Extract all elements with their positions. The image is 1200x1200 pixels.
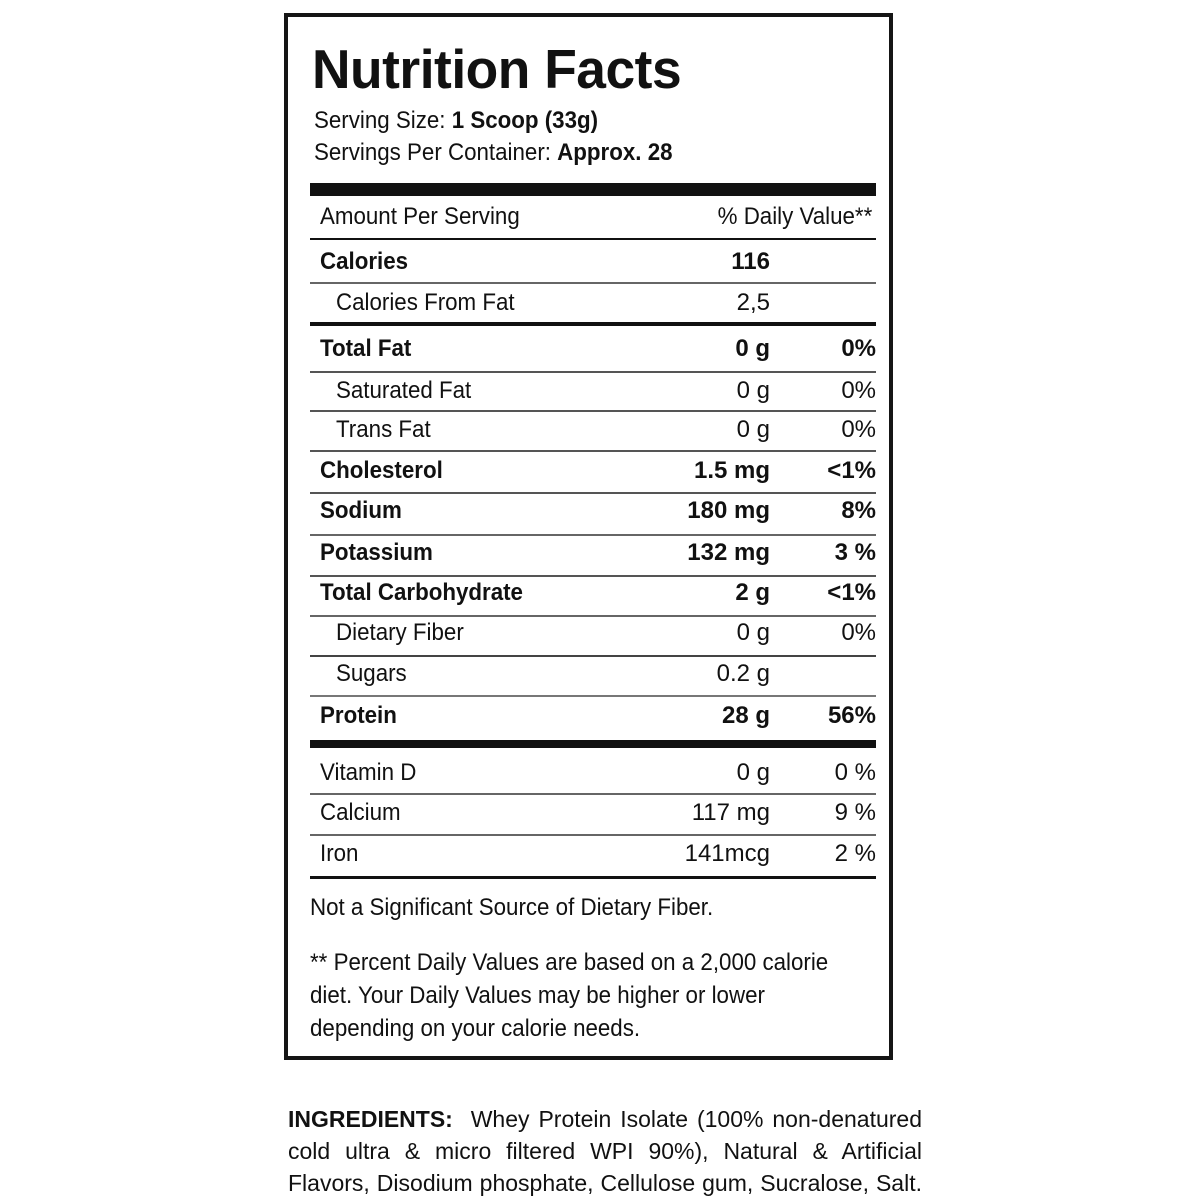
daily-value-footnote: ** Percent Daily Values are based on a 2… [310, 949, 829, 1042]
serving-size-label: Serving Size: [314, 107, 446, 134]
nutrient-name: Iron [320, 840, 359, 867]
nutrient-dv: 0% [841, 377, 876, 404]
divider [310, 695, 876, 697]
row-total-fat: Total Fat 0 g 0% [310, 329, 876, 369]
nutrient-name: Saturated Fat [336, 377, 472, 404]
nutrient-name: Sodium [320, 497, 402, 524]
nutrient-amount: 116 [731, 248, 770, 275]
ingredients-text: Whey Protein Isolate (100% non-denatured… [288, 1106, 922, 1196]
nutrient-name: Total Fat [320, 335, 412, 362]
divider [310, 410, 876, 412]
nutrient-name: Calcium [320, 799, 401, 826]
nutrient-dv: 0% [841, 335, 876, 362]
servings-per-container-value: Approx. 28 [557, 139, 673, 166]
row-sugars: Sugars 0.2 g [310, 654, 876, 694]
row-total-carbohydrate: Total Carbohydrate 2 g <1% [310, 573, 876, 613]
nutrient-amount: 0 g [736, 377, 770, 404]
row-protein: Protein 28 g 56% [310, 696, 876, 736]
nutrient-amount: 141mcg [684, 840, 770, 867]
divider [310, 655, 876, 657]
serving-size-value: 1 Scoop (33g) [451, 107, 599, 134]
row-vitamin-d: Vitamin D 0 g 0 % [310, 753, 876, 793]
row-calories-from-fat: Calories From Fat 2,5 [310, 283, 876, 323]
divider [310, 876, 876, 879]
nutrient-amount: 0 g [736, 416, 770, 443]
nutrient-dv: 0% [841, 416, 876, 443]
row-cholesterol: Cholesterol 1.5 mg <1% [310, 451, 876, 491]
nutrient-amount: 180 mg [687, 497, 770, 524]
header-row: Amount Per Serving % Daily Value** [310, 197, 876, 237]
ingredients-section: INGREDIENTS: Whey Protein Isolate (100% … [288, 1103, 922, 1199]
row-calories: Calories 116 [310, 242, 876, 282]
nutrient-amount: 2,5 [736, 289, 770, 316]
divider [310, 534, 876, 536]
nutrient-dv: 0% [841, 619, 876, 646]
label-title: Nutrition Facts [312, 38, 682, 100]
nutrient-dv: 3 % [834, 539, 876, 566]
nutrient-name: Calories [320, 248, 409, 275]
nutrient-name: Dietary Fiber [336, 619, 464, 646]
divider [310, 793, 876, 795]
nutrient-amount: 0 g [736, 759, 770, 786]
row-calcium: Calcium 117 mg 9 % [310, 793, 876, 833]
row-iron: Iron 141mcg 2 % [310, 834, 876, 874]
row-dietary-fiber: Dietary Fiber 0 g 0% [310, 613, 876, 653]
serving-size: Serving Size: 1 Scoop (33g) [314, 107, 598, 135]
nutrient-amount: 0 g [735, 335, 770, 362]
row-trans-fat: Trans Fat 0 g 0% [310, 410, 876, 450]
nutrient-dv: 0 % [834, 759, 876, 786]
nutrient-amount: 2 g [735, 579, 770, 606]
nutrient-name: Sugars [336, 660, 407, 687]
amount-per-serving-header: Amount Per Serving [320, 203, 520, 230]
divider [310, 492, 876, 494]
nutrient-amount: 28 g [721, 702, 770, 729]
nutrient-name: Calories From Fat [336, 289, 515, 316]
nutrient-amount: 1.5 mg [693, 457, 770, 484]
divider [310, 615, 876, 617]
divider [310, 238, 876, 240]
nutrient-dv: <1% [827, 579, 876, 606]
nutrient-dv: 8% [841, 497, 876, 524]
nutrient-name: Vitamin D [320, 759, 417, 786]
servings-per-container-label: Servings Per Container: [314, 139, 551, 166]
divider [310, 282, 876, 284]
nutrient-amount: 117 mg [691, 799, 770, 826]
nutrient-dv: 2 % [834, 840, 876, 867]
nutrient-amount: 132 mg [687, 539, 770, 566]
divider [310, 575, 876, 577]
nutrient-name: Trans Fat [336, 416, 431, 443]
nutrient-name: Total Carbohydrate [320, 579, 523, 606]
divider [310, 834, 876, 836]
nutrient-dv: <1% [827, 457, 876, 484]
divider [310, 371, 876, 373]
row-sodium: Sodium 180 mg 8% [310, 491, 876, 531]
medium-divider [310, 322, 876, 326]
nutrition-facts-label: Nutrition Facts Serving Size: 1 Scoop (3… [284, 13, 893, 1060]
nutrient-name: Potassium [320, 539, 433, 566]
divider [310, 450, 876, 452]
nutrient-name: Protein [320, 702, 397, 729]
ingredients-label: INGREDIENTS: [288, 1106, 453, 1132]
fiber-note: Not a Significant Source of Dietary Fibe… [310, 894, 714, 921]
thick-divider [310, 740, 876, 748]
row-saturated-fat: Saturated Fat 0 g 0% [310, 371, 876, 411]
nutrient-amount: 0.2 g [716, 660, 770, 687]
servings-per-container: Servings Per Container: Approx. 28 [314, 139, 673, 167]
row-potassium: Potassium 132 mg 3 % [310, 533, 876, 573]
nutrient-amount: 0 g [736, 619, 770, 646]
nutrient-dv: 9 % [834, 799, 876, 826]
nutrient-dv: 56% [827, 702, 876, 729]
thick-divider [310, 183, 876, 196]
nutrient-name: Cholesterol [320, 457, 443, 484]
daily-value-header: % Daily Value** [717, 203, 872, 230]
